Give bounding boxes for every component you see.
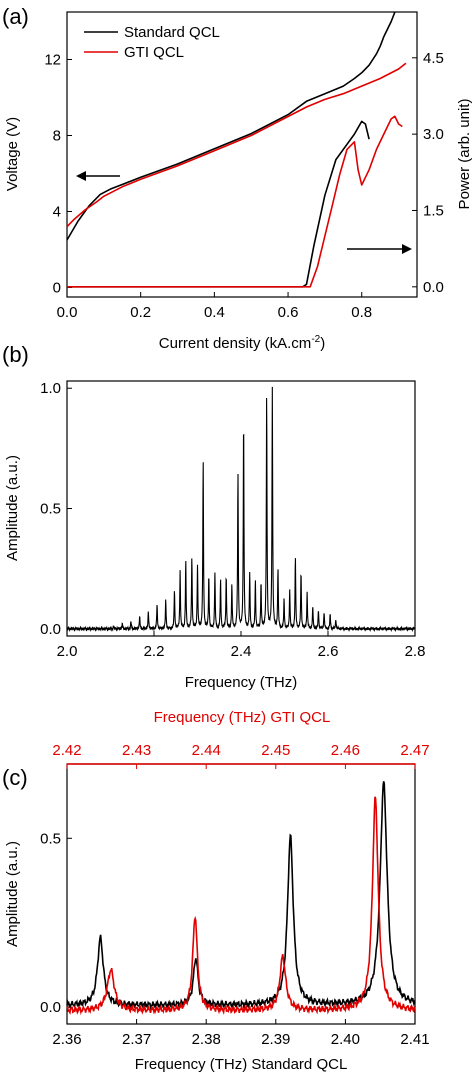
x-tick-label: 2.6 xyxy=(318,643,339,660)
x-top-tick-label: 2.47 xyxy=(400,742,429,759)
x-tick-label: 2.8 xyxy=(405,643,426,660)
plot-frame-c xyxy=(66,763,416,1025)
y-axis-label-a: Voltage (V) xyxy=(4,117,21,191)
x-tick-label: 2.39 xyxy=(261,1031,290,1048)
x-axis-ticks-c: 2.36 2.37 2.38 2.39 2.40 2.41 xyxy=(52,1019,430,1048)
y-tick-label: 0.5 xyxy=(40,830,61,847)
plot-frame-b xyxy=(66,380,416,637)
x-tick-label: 0.6 xyxy=(278,304,299,321)
y-tick-label: 0.0 xyxy=(40,621,61,638)
series-line-voltage-gti xyxy=(66,62,407,228)
x-tick-label: 2.40 xyxy=(331,1031,360,1048)
y-tick-label: 12 xyxy=(44,52,61,69)
x-axis-label-a: Current density (kA.cm-2) xyxy=(159,334,325,352)
y-axis-label-c: Amplitude (a.u.) xyxy=(4,841,21,947)
x-tick-label: 2.2 xyxy=(144,643,165,660)
series-lines-b xyxy=(66,386,416,633)
y-tick-label: 1.0 xyxy=(40,380,61,397)
x-top-tick-label: 2.44 xyxy=(192,742,221,759)
panel-label-a: (a) xyxy=(2,4,29,29)
x-tick-label: 0.4 xyxy=(204,304,225,321)
panel-c: (c) Frequency (THz) GTI QCL 2.36 2.37 2.38… xyxy=(2,709,430,1073)
x-tick-label: 0.8 xyxy=(351,304,372,321)
series-line-power-standard xyxy=(67,120,370,288)
x-axis-top-label-c: Frequency (THz) GTI QCL xyxy=(154,709,331,726)
y-axis-ticks-a: 0 4 8 12 xyxy=(44,52,72,297)
series-line-standard xyxy=(66,781,416,1011)
x-axis-label-b: Frequency (THz) xyxy=(185,674,298,691)
y-axis-label-b: Amplitude (a.u.) xyxy=(4,455,21,561)
series-line-voltage-standard xyxy=(66,11,396,241)
x-tick-label: 2.4 xyxy=(231,643,252,660)
x-axis-top-ticks-c: 2.42 2.43 2.44 2.45 2.46 2.47 xyxy=(52,742,430,769)
x-tick-label: 0.0 xyxy=(57,304,78,321)
legend-label-standard: Standard QCL xyxy=(124,24,220,41)
x-tick-label: 2.36 xyxy=(52,1031,81,1048)
x-axis-ticks-a: 0.0 0.2 0.4 0.6 0.8 xyxy=(57,292,372,321)
annotation-arrow-right xyxy=(347,244,412,254)
x-top-tick-label: 2.45 xyxy=(261,742,290,759)
x-top-tick-label: 2.46 xyxy=(331,742,360,759)
y-tick-label: 0.0 xyxy=(40,999,61,1016)
y-axis-ticks-c: 0.0 0.5 xyxy=(40,830,72,1016)
y-axis-ticks-b: 0.0 0.5 1.0 xyxy=(40,380,72,638)
panel-label-b: (b) xyxy=(2,342,29,367)
y-tick-label: 8 xyxy=(53,128,61,145)
plot-frame-a xyxy=(66,11,418,298)
x-tick-label: 0.2 xyxy=(130,304,151,321)
series-line-gti xyxy=(66,796,416,1016)
y-right-tick-label: 1.5 xyxy=(423,202,444,219)
y-right-tick-label: 0.0 xyxy=(423,279,444,296)
legend-label-gti: GTI QCL xyxy=(124,44,184,61)
y-tick-label: 0 xyxy=(53,280,61,297)
panel-label-c: (c) xyxy=(2,765,28,790)
series-lines-c xyxy=(66,781,416,1016)
y-right-tick-label: 4.5 xyxy=(423,50,444,67)
x-top-tick-label: 2.43 xyxy=(122,742,151,759)
x-axis-ticks-b: 2.0 2.2 2.4 2.6 2.8 xyxy=(57,631,426,660)
y-tick-label: 4 xyxy=(53,204,61,221)
y-tick-label: 0.5 xyxy=(40,501,61,518)
x-tick-label: 2.37 xyxy=(122,1031,151,1048)
y-axis-right-ticks-a: 0.0 1.5 3.0 4.5 xyxy=(412,50,444,296)
legend-a: Standard QCL GTI QCL xyxy=(84,24,220,61)
x-tick-label: 2.38 xyxy=(192,1031,221,1048)
series-lines-a xyxy=(66,11,407,288)
x-tick-label: 2.0 xyxy=(57,643,78,660)
x-axis-label-c: Frequency (THz) Standard QCL xyxy=(135,1056,348,1073)
y-axis-right-label-a: Power (arb. unit) xyxy=(456,99,473,210)
x-tick-label: 2.41 xyxy=(400,1031,429,1048)
panel-a: (a) 0.0 0.2 0.4 0.6 0.8 0 4 8 12 0.0 1.5 3.0 4.5 C… xyxy=(2,4,473,352)
series-line-power-gti xyxy=(67,115,403,288)
series-line-spectrum xyxy=(66,386,416,633)
panel-b: (b) 2.0 2.2 2.4 2.6 2.8 0.0 0.5 1.0 Frequency … xyxy=(2,342,425,691)
y-right-tick-label: 3.0 xyxy=(423,126,444,143)
annotation-arrow-left xyxy=(76,171,120,181)
x-top-tick-label: 2.42 xyxy=(52,742,81,759)
